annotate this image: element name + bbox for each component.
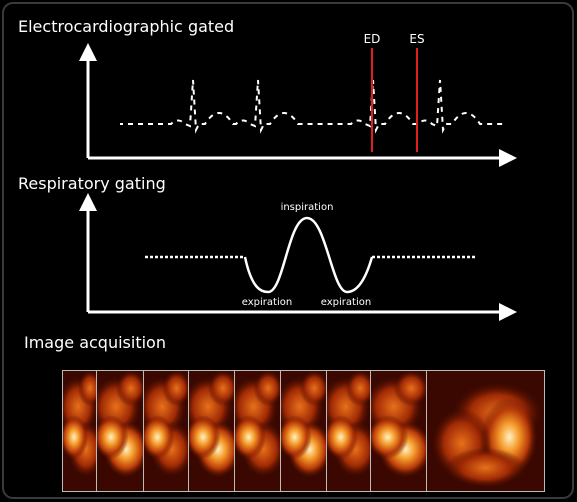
section-title: Respiratory gating: [18, 174, 166, 193]
image-tile: [321, 370, 377, 492]
diagram: Electrocardiographic gated ED ES Respira…: [0, 0, 577, 502]
curve-label: expiration: [242, 297, 292, 308]
section-title: Electrocardiographic gated: [18, 17, 234, 36]
page: Electrocardiographic gated ED ES Respira…: [0, 0, 577, 502]
image-tile: [183, 370, 241, 492]
image-tile: [91, 370, 149, 492]
marker-label: ES: [409, 32, 424, 46]
curve-label: inspiration: [281, 202, 334, 213]
section-title: Image acquisition: [24, 333, 166, 352]
image-tile: [229, 370, 285, 492]
image-tile: [426, 370, 545, 492]
image-tile: [275, 370, 331, 492]
curve-label: expiration: [321, 297, 371, 308]
image-strip: [58, 370, 545, 492]
marker-label: ED: [364, 32, 381, 46]
image-tile: [364, 370, 432, 492]
image-tile: [138, 370, 193, 492]
